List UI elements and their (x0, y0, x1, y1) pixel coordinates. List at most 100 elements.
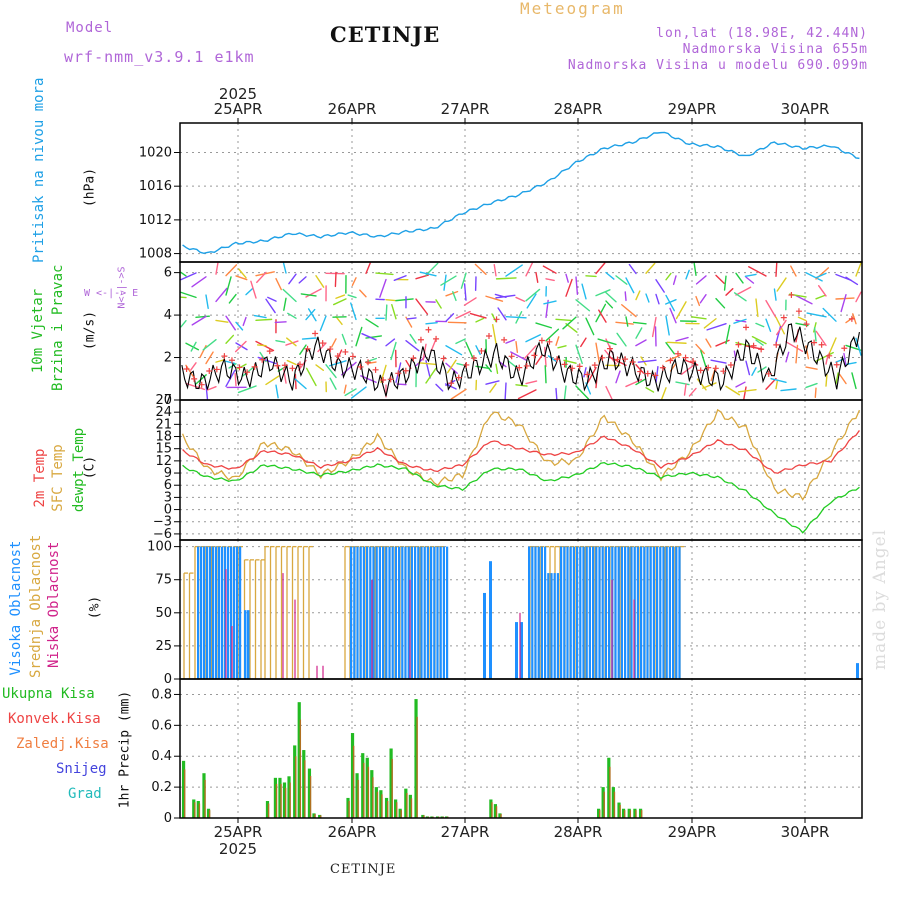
wind-arrow (555, 387, 558, 400)
wind-arrow (237, 385, 257, 394)
high-cloud-bar (404, 546, 407, 679)
wind-arrow (287, 312, 297, 319)
gust-marker (765, 370, 772, 377)
wind-arrow (525, 262, 534, 277)
gust-marker (463, 361, 470, 368)
gust-marker (727, 361, 734, 368)
high-cloud-bar (630, 546, 633, 679)
gust-marker (191, 375, 198, 382)
y-tick-label: 0.8 (151, 687, 172, 702)
high-cloud-bar (227, 546, 230, 679)
high-cloud-bar (212, 546, 215, 679)
wind-arrow (415, 298, 429, 315)
gust-marker (198, 381, 205, 388)
wind-arrow (455, 338, 466, 345)
high-cloud-bar (197, 546, 200, 679)
gust-marker (629, 358, 636, 365)
wind-arrow (776, 319, 787, 336)
conv-precip-bar (183, 769, 186, 818)
wind-arrow (234, 372, 237, 387)
gust-marker (433, 335, 440, 342)
wind-arrow (651, 316, 657, 338)
wind-arrow (624, 291, 627, 302)
high-cloud-bar (576, 546, 579, 679)
wind-arrow (695, 343, 705, 355)
high-cloud-bar (553, 573, 556, 679)
high-cloud-bar (446, 546, 449, 679)
wind-arrow (341, 333, 347, 345)
wind-arrow (347, 294, 357, 299)
high-cloud-bar (604, 546, 607, 679)
wind-arrow (517, 389, 537, 400)
model-label: Model (66, 20, 114, 36)
wind-arrow (715, 297, 726, 309)
conv-precip-bar (396, 802, 398, 818)
wind-arrow (485, 364, 492, 373)
high-cloud-bar (627, 546, 630, 679)
wind-arrow (319, 315, 327, 332)
gust-marker (380, 376, 387, 383)
wind-arrow (350, 386, 367, 399)
y-tick-label: 2 (164, 351, 172, 366)
wind-arrow (485, 295, 504, 302)
wind-arrow (492, 324, 497, 345)
gust-marker (750, 342, 757, 349)
day-label-top: 28APR (554, 100, 603, 118)
wind-arrow (655, 366, 659, 384)
precip-bar (202, 773, 206, 818)
wind-arrow (215, 262, 219, 275)
high-cloud-bar (203, 546, 206, 679)
wind-arrow (299, 344, 307, 355)
gust-marker (334, 353, 341, 360)
conv-precip-bar (381, 794, 383, 818)
precip-bar (287, 776, 291, 818)
precip-bar (633, 808, 637, 818)
y-tick-label: 0 (164, 811, 172, 826)
elevation-text: Nadmorska Visina 655m (682, 42, 868, 57)
high-cloud-bar (579, 546, 582, 679)
gust-marker (833, 361, 840, 368)
precip-bar (318, 814, 322, 818)
wind-arrow (460, 272, 467, 289)
high-cloud-bar (378, 546, 381, 679)
gust-marker (183, 366, 190, 373)
high-cloud-bar (206, 546, 209, 679)
high-cloud-bar (544, 546, 547, 679)
wind-arrow (256, 344, 267, 347)
wind-arrow (335, 294, 346, 299)
gust-marker (614, 356, 621, 363)
conv-precip-bar (619, 804, 621, 818)
gust-marker (531, 352, 538, 359)
wind-arrow (191, 315, 207, 326)
high-cloud-bar (423, 546, 426, 679)
wind-arrow (525, 380, 538, 385)
wind-arrow (840, 293, 847, 313)
compass-we: W <-|-> E (84, 288, 139, 299)
conv-precip-bar (357, 779, 359, 818)
conv-precip-bar (320, 815, 322, 818)
high-cloud-bar (856, 663, 859, 679)
wind-arrow (330, 338, 337, 348)
wind-arrow (640, 356, 647, 366)
gust-marker (266, 348, 273, 355)
high-cloud-bar (221, 546, 224, 679)
precip-bars (180, 699, 862, 819)
wind-arrow (705, 338, 712, 348)
conv-precip-bar (314, 814, 316, 818)
precip-bar (370, 770, 374, 818)
gust-marker (667, 357, 674, 364)
wind-arrow (702, 382, 717, 389)
wind-arrow (286, 359, 297, 366)
wind-arrow (505, 339, 516, 344)
y-tick-label: 0 (164, 393, 172, 408)
legend-snow: Snijeg (56, 761, 107, 777)
wind-arrow (242, 316, 247, 327)
wind-arrow (305, 288, 322, 298)
precip-bar (489, 799, 493, 818)
conv-precip-bar (348, 800, 350, 818)
wind-arrow (215, 319, 229, 323)
precip-bar (425, 816, 429, 818)
wind-arrow (288, 273, 297, 285)
day-label-bottom: 25APR (214, 823, 263, 841)
